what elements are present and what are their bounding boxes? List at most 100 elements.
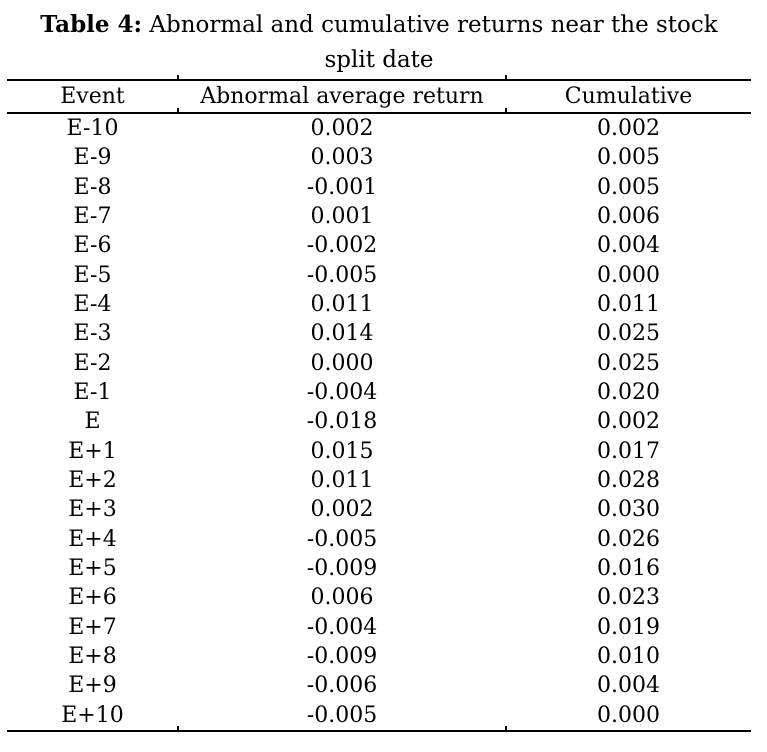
abnormal-return-cell: 0.000 — [310, 350, 374, 376]
header-row: Event Abnormal average return Cumulative — [7, 81, 751, 112]
event-cell: E-1 — [73, 379, 112, 405]
event-cell: E+9 — [68, 673, 117, 699]
cumulative-cell: 0.000 — [597, 262, 660, 288]
abnormal-return-cell: 0.001 — [310, 203, 374, 229]
table-row: E-10 0.002 0.002 — [7, 114, 751, 143]
cumulative-cell: 0.002 — [597, 116, 660, 141]
column-divider-tick — [505, 75, 507, 79]
abnormal-return-cell: -0.009 — [306, 643, 378, 669]
event-cell: E+1 — [68, 438, 117, 464]
abnormal-return-cell: -0.002 — [306, 233, 378, 259]
event-cell: E-8 — [73, 174, 112, 200]
event-cell: E — [84, 409, 101, 435]
abnormal-return-cell: -0.018 — [306, 409, 378, 435]
table-row: E-8 -0.001 0.005 — [7, 173, 751, 202]
event-cell: E+8 — [68, 643, 117, 669]
table-row: E+6 0.006 0.023 — [7, 583, 751, 612]
cumulative-cell: 0.019 — [597, 614, 660, 640]
event-cell: E-2 — [73, 350, 112, 376]
cumulative-cell: 0.004 — [597, 673, 660, 699]
header-cumulative: Cumulative — [564, 84, 693, 109]
table-row: E+4 -0.005 0.026 — [7, 525, 751, 554]
header-abnormal-average-return: Abnormal average return — [200, 84, 484, 109]
header-event: Event — [60, 84, 125, 109]
cumulative-cell: 0.002 — [597, 409, 660, 435]
table-title-text: Abnormal and cumulative returns near the… — [142, 12, 718, 38]
cumulative-cell: 0.006 — [597, 203, 660, 229]
table-row: E -0.018 0.002 — [7, 407, 751, 436]
event-cell: E-6 — [73, 233, 112, 259]
cumulative-cell: 0.016 — [597, 555, 660, 581]
cumulative-cell: 0.025 — [597, 350, 660, 376]
event-cell: E+4 — [68, 526, 117, 552]
table-title-line1: Table 4: Abnormal and cumulative returns… — [40, 11, 718, 38]
rule-bottom — [7, 725, 751, 732]
abnormal-return-cell: -0.004 — [306, 379, 378, 405]
table-row: E+8 -0.009 0.010 — [7, 642, 751, 671]
table-row: E+9 -0.006 0.004 — [7, 671, 751, 700]
abnormal-return-cell: -0.001 — [306, 174, 378, 200]
abnormal-return-cell: 0.014 — [310, 321, 374, 347]
abnormal-return-cell: -0.006 — [306, 673, 378, 699]
column-divider-tick — [505, 108, 507, 112]
abnormal-return-cell: -0.005 — [306, 702, 378, 728]
abnormal-return-cell: -0.009 — [306, 555, 378, 581]
cumulative-cell: 0.010 — [597, 643, 660, 669]
cumulative-cell: 0.025 — [597, 321, 660, 347]
event-cell: E+3 — [68, 497, 117, 523]
table-row: E+3 0.002 0.030 — [7, 495, 751, 524]
table-row: E+2 0.011 0.028 — [7, 466, 751, 495]
abnormal-return-cell: 0.002 — [310, 116, 374, 141]
table-row: E-1 -0.004 0.020 — [7, 378, 751, 407]
event-cell: E+10 — [61, 702, 124, 728]
column-divider-tick — [177, 725, 179, 730]
abnormal-return-cell: 0.011 — [310, 467, 374, 493]
table-row: E-9 0.003 0.005 — [7, 143, 751, 172]
cumulative-cell: 0.028 — [597, 467, 660, 493]
cumulative-cell: 0.011 — [597, 291, 660, 317]
table-row: E-7 0.001 0.006 — [7, 202, 751, 231]
table-row: E-3 0.014 0.025 — [7, 319, 751, 348]
event-cell: E-5 — [73, 262, 112, 288]
abnormal-return-cell: -0.005 — [306, 526, 378, 552]
event-cell: E+5 — [68, 555, 117, 581]
table-row: E+5 -0.009 0.016 — [7, 554, 751, 583]
event-cell: E-4 — [73, 291, 112, 317]
table-row: E-5 -0.005 0.000 — [7, 261, 751, 290]
table-row: E+10 -0.005 0.000 — [7, 701, 751, 730]
cumulative-cell: 0.023 — [597, 585, 660, 611]
abnormal-return-cell: -0.004 — [306, 614, 378, 640]
rule-header-bottom — [7, 108, 751, 114]
cumulative-cell: 0.005 — [597, 145, 660, 171]
abnormal-return-cell: 0.015 — [310, 438, 374, 464]
abnormal-return-cell: -0.005 — [306, 262, 378, 288]
table-row: E-4 0.011 0.011 — [7, 290, 751, 319]
column-divider-tick — [177, 108, 179, 112]
table-title-line2: split date — [324, 47, 434, 73]
returns-table: Event Abnormal average return Cumulative… — [7, 75, 751, 732]
cumulative-cell: 0.000 — [597, 702, 660, 728]
table-row: E-2 0.000 0.025 — [7, 349, 751, 378]
column-divider-tick — [177, 75, 179, 79]
event-cell: E-10 — [66, 116, 119, 141]
abnormal-return-cell: 0.002 — [310, 497, 374, 523]
table-row: E-6 -0.002 0.004 — [7, 231, 751, 260]
event-cell: E+7 — [68, 614, 117, 640]
cumulative-cell: 0.004 — [597, 233, 660, 259]
abnormal-return-cell: 0.003 — [310, 145, 374, 171]
event-cell: E+6 — [68, 585, 117, 611]
cumulative-cell: 0.030 — [597, 497, 660, 523]
abnormal-return-cell: 0.011 — [310, 291, 374, 317]
cumulative-cell: 0.026 — [597, 526, 660, 552]
column-divider-tick — [505, 725, 507, 730]
table-title: Table 4: Abnormal and cumulative returns… — [7, 7, 751, 78]
table-number-label: Table 4: — [40, 11, 143, 38]
table-row: E+1 0.015 0.017 — [7, 437, 751, 466]
event-cell: E-7 — [73, 203, 112, 229]
cumulative-cell: 0.005 — [597, 174, 660, 200]
cumulative-cell: 0.017 — [597, 438, 660, 464]
cumulative-cell: 0.020 — [597, 379, 660, 405]
event-cell: E+2 — [68, 467, 117, 493]
abnormal-return-cell: 0.006 — [310, 585, 374, 611]
